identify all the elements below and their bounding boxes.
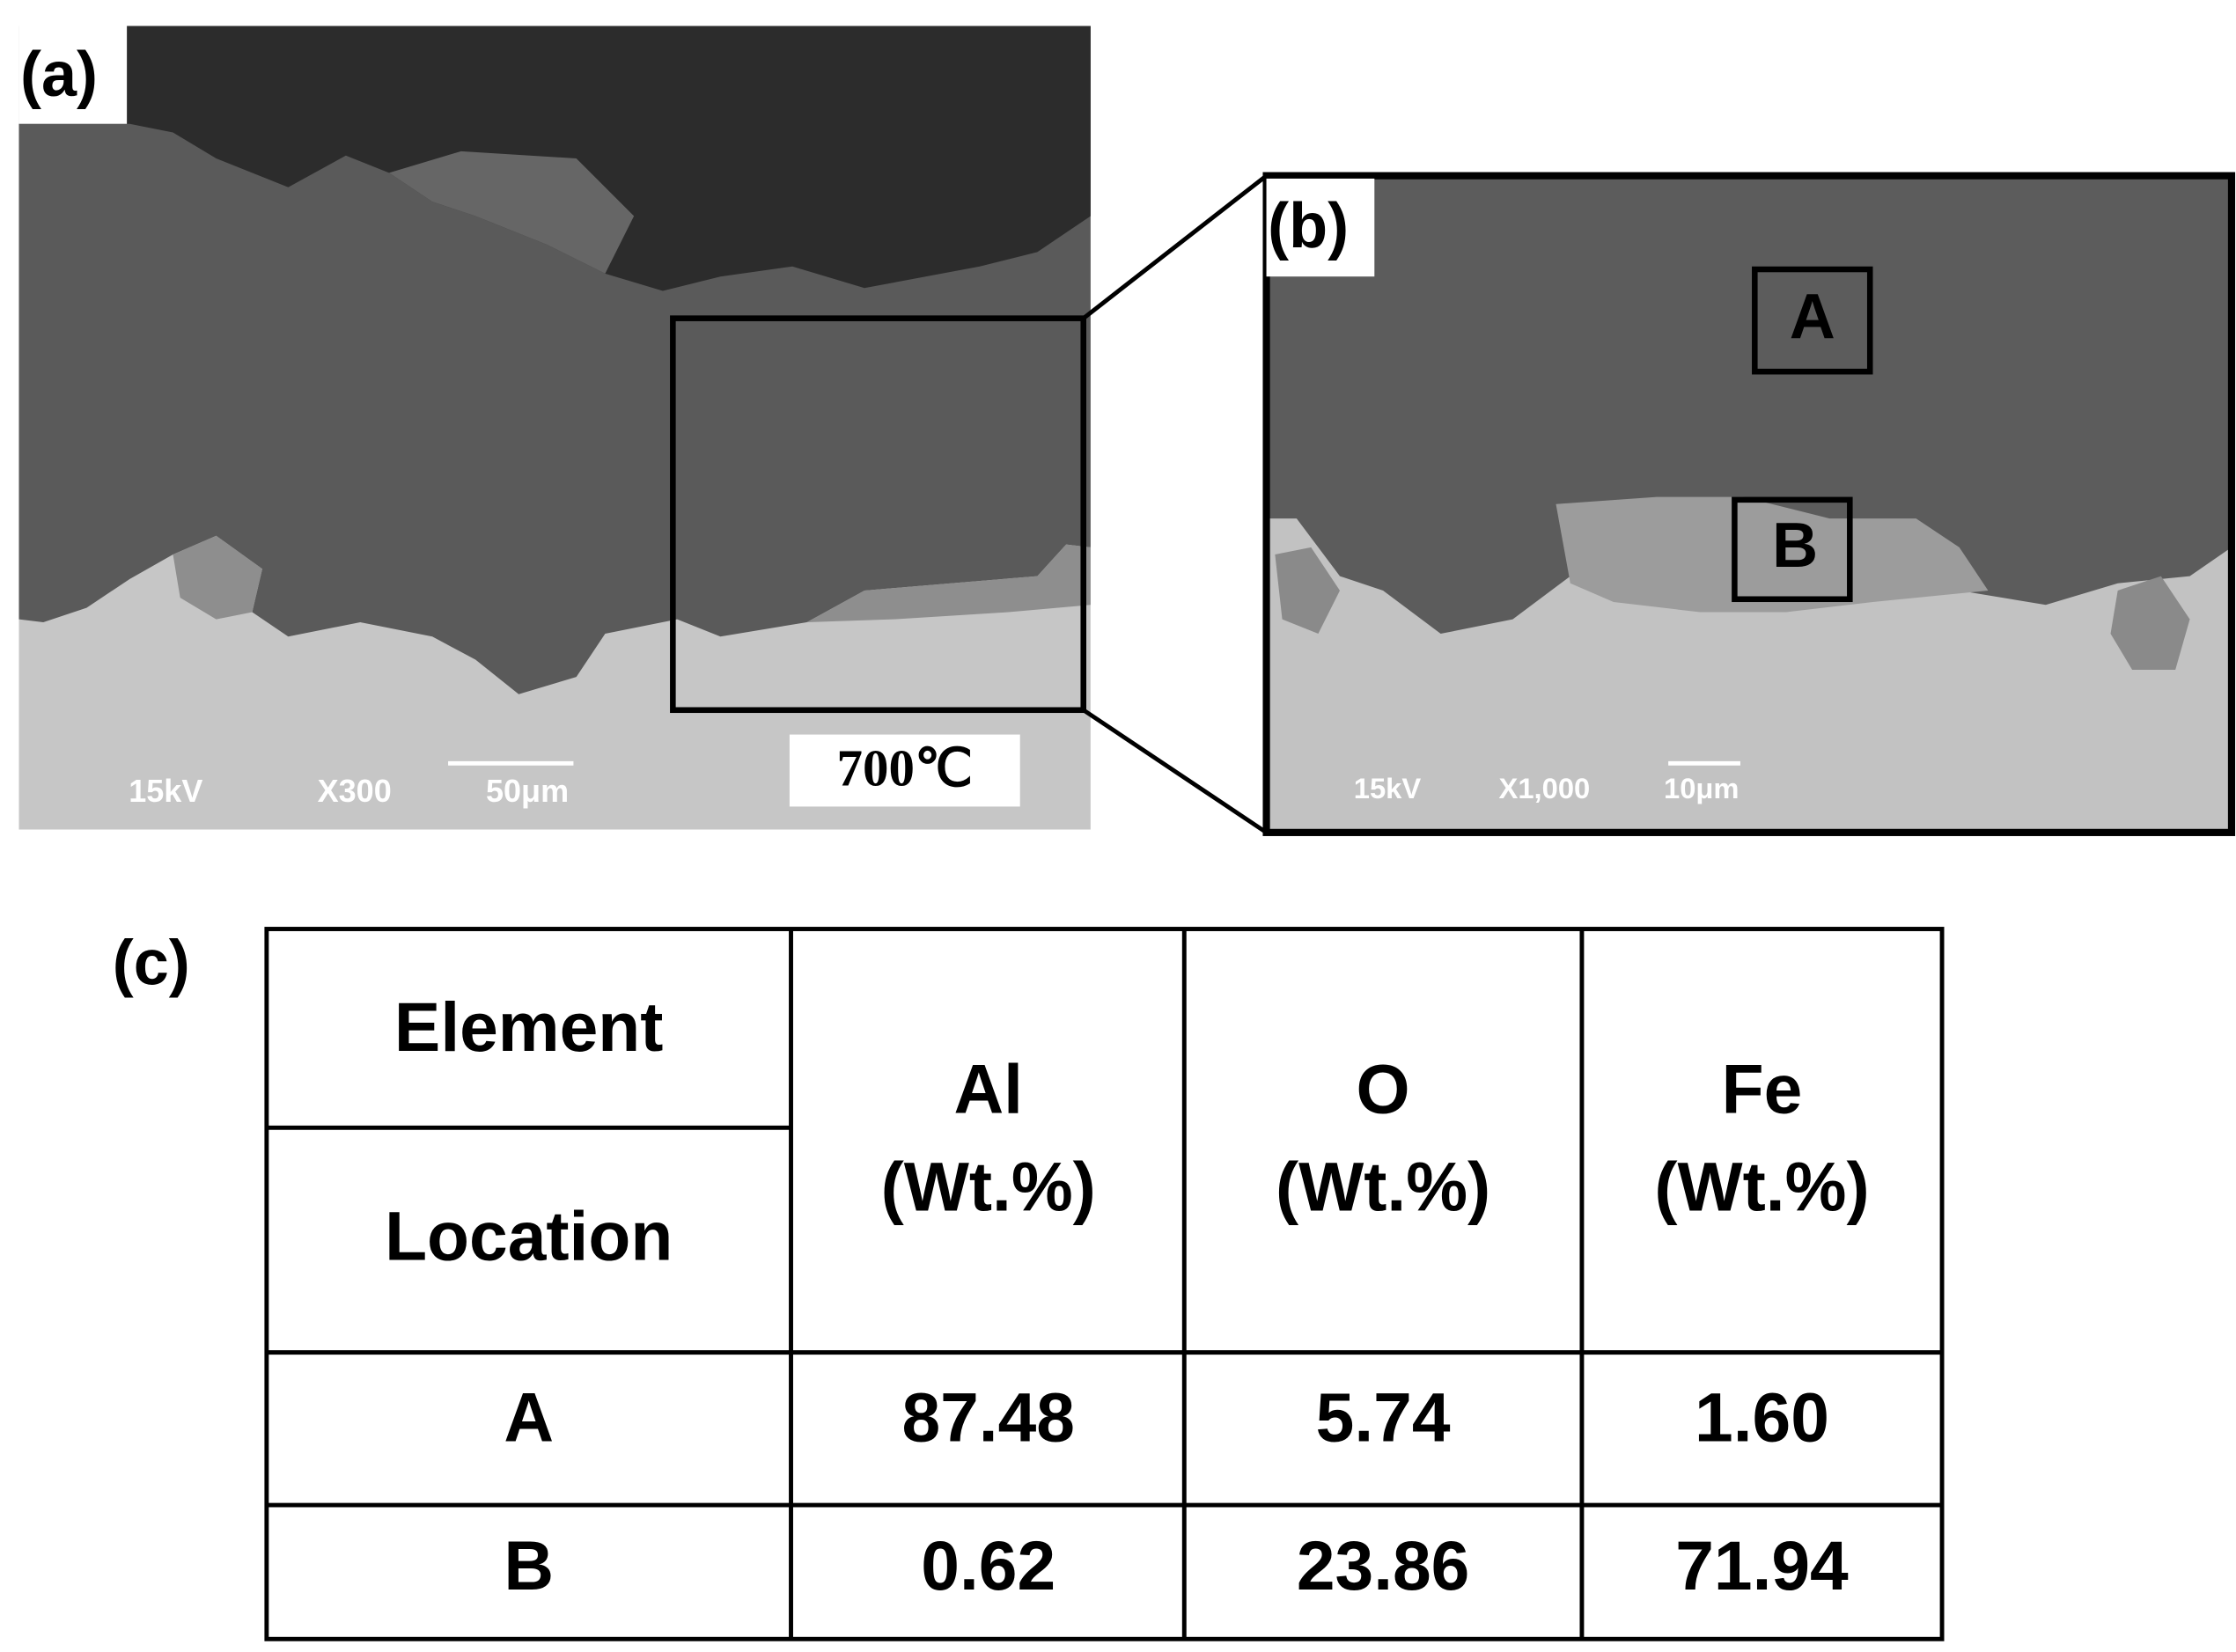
sem-image-a — [18, 26, 1091, 830]
table-cell: 1.60 — [1695, 1379, 1829, 1457]
region-label: B — [1772, 510, 1818, 581]
panel-label: (b) — [1268, 191, 1349, 261]
table-header-unit: (Wt.%) — [1654, 1149, 1869, 1226]
temperature-box — [789, 734, 1020, 807]
table-cell: 71.94 — [1675, 1527, 1849, 1604]
table-cell: 87.48 — [901, 1379, 1075, 1457]
table-cell: 5.74 — [1316, 1379, 1451, 1457]
sem-voltage: 15kV — [129, 773, 202, 809]
region-box — [1752, 266, 1873, 375]
label-box — [1266, 178, 1375, 277]
table-header: O — [1357, 1050, 1410, 1127]
table-header-unit: (Wt.%) — [1276, 1149, 1490, 1226]
table: Element Location Al (Wt.%) O (Wt.%) Fe (… — [385, 988, 1870, 1604]
zoom-line — [1082, 173, 1269, 320]
sem-image-b — [1266, 175, 2232, 833]
zoom-box — [670, 315, 1086, 714]
region-box — [1732, 496, 1853, 603]
scale-bar-label: 10μm — [1664, 772, 1740, 804]
table-cell: 23.86 — [1297, 1527, 1470, 1604]
temperature: 700℃ — [837, 739, 974, 797]
panel-label: (a) — [20, 40, 98, 110]
scale-bar-label: 50μm — [486, 773, 569, 809]
table-cell: A — [504, 1379, 554, 1457]
table-grid — [264, 927, 1945, 1641]
sem-voltage: 15kV — [1354, 772, 1422, 804]
region-label: A — [1790, 282, 1835, 352]
table-header: Fe — [1722, 1050, 1803, 1127]
table-header: Element — [394, 988, 664, 1066]
table-header: Location — [385, 1197, 673, 1274]
table-cell: 0.62 — [921, 1527, 1055, 1604]
label-box — [18, 26, 128, 124]
panel-label: (c) — [113, 929, 190, 999]
panel-frame — [1262, 172, 2236, 836]
table-header-unit: (Wt.%) — [881, 1149, 1096, 1226]
zoom-line — [1082, 708, 1268, 834]
table-header: Al — [953, 1050, 1023, 1127]
table-cell: B — [504, 1527, 554, 1604]
sem-magnification: X300 — [318, 773, 392, 809]
sem-magnification: X1,000 — [1499, 772, 1591, 804]
